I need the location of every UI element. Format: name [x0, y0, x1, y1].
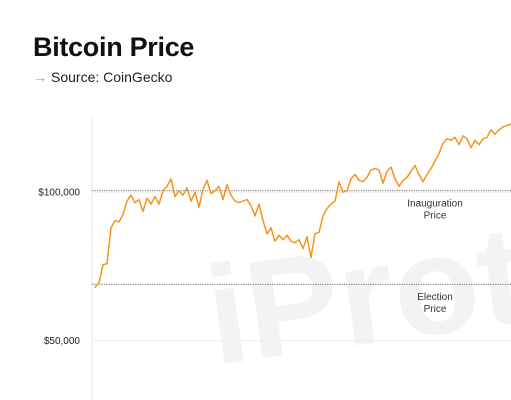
- watermark-text: iProto: [197, 183, 511, 395]
- reference-label-1-line2: Price: [424, 304, 447, 315]
- price-line-series-0: [94, 123, 511, 288]
- reference-label-0-line1: Inauguration: [407, 199, 463, 210]
- series-layer: [94, 123, 511, 288]
- source-line: → Source: CoinGecko: [33, 69, 172, 85]
- y-tick-label-0: $50,000: [44, 336, 81, 347]
- y-tick-labels: $50,000 $100,000: [38, 188, 80, 347]
- watermark: iProto: [197, 183, 511, 395]
- reference-label-1-line1: Election: [417, 292, 453, 303]
- chart-title: Bitcoin Price: [33, 32, 195, 62]
- reference-label-0-line2: Price: [424, 211, 447, 222]
- arrow-right-icon: →: [33, 69, 47, 85]
- source-label: Source: CoinGecko: [51, 69, 173, 85]
- y-tick-label-1: $100,000: [38, 188, 80, 199]
